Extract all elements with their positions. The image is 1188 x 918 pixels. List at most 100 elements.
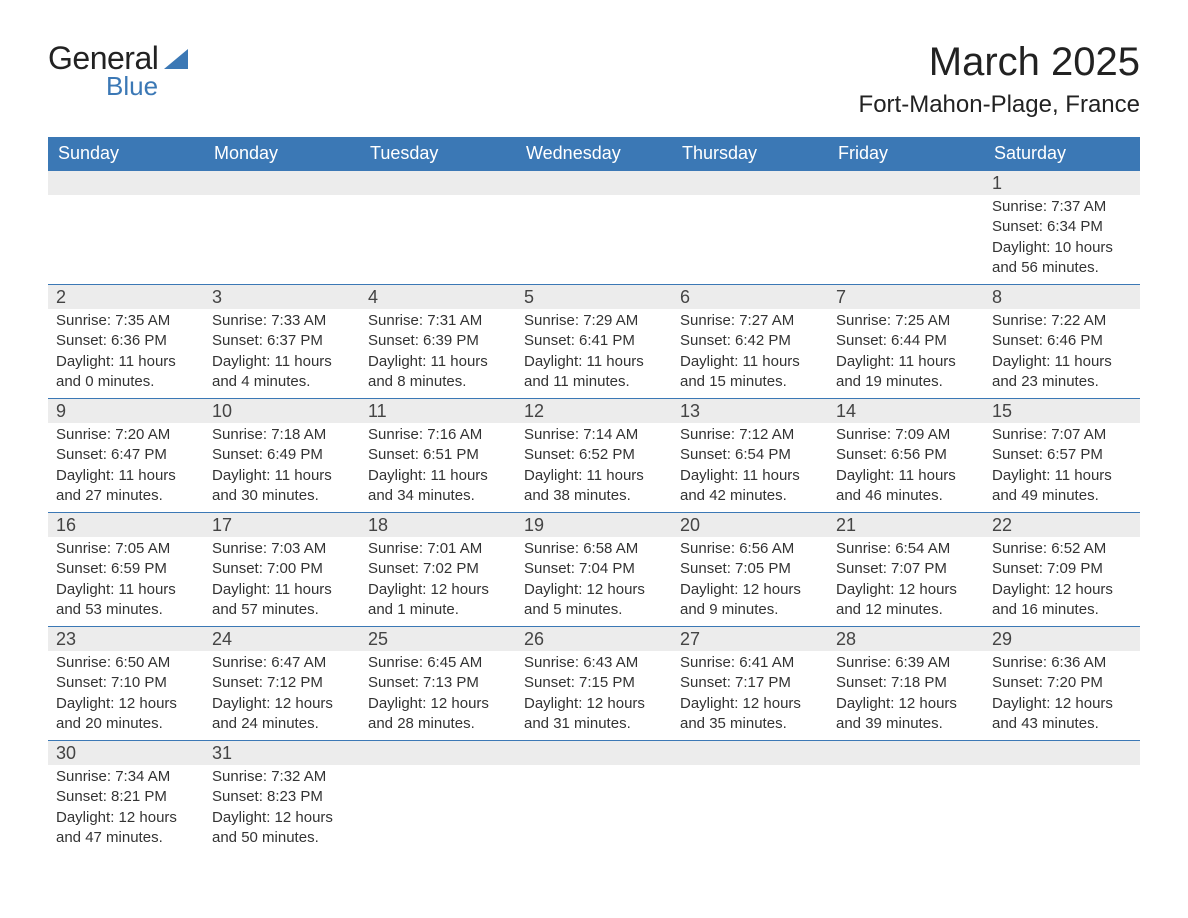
- sunrise-text: Sunrise: 7:31 AM: [368, 311, 508, 331]
- daylight-line1: Daylight: 11 hours: [992, 352, 1132, 372]
- calendar-day-cell: 5Sunrise: 7:29 AMSunset: 6:41 PMDaylight…: [516, 285, 672, 399]
- day-data: Sunrise: 7:05 AMSunset: 6:59 PMDaylight:…: [48, 537, 204, 626]
- weekday-header: Thursday: [672, 137, 828, 171]
- day-data: Sunrise: 7:27 AMSunset: 6:42 PMDaylight:…: [672, 309, 828, 398]
- calendar-day-cell: 21Sunrise: 6:54 AMSunset: 7:07 PMDayligh…: [828, 513, 984, 627]
- sunrise-text: Sunrise: 6:56 AM: [680, 539, 820, 559]
- sunset-text: Sunset: 7:17 PM: [680, 673, 820, 693]
- daylight-line2: and 53 minutes.: [56, 600, 196, 620]
- daylight-line2: and 50 minutes.: [212, 828, 352, 848]
- daylight-line2: and 38 minutes.: [524, 486, 664, 506]
- daylight-line2: and 1 minute.: [368, 600, 508, 620]
- day-data: Sunrise: 7:32 AMSunset: 8:23 PMDaylight:…: [204, 765, 360, 854]
- calendar-day-cell: 11Sunrise: 7:16 AMSunset: 6:51 PMDayligh…: [360, 399, 516, 513]
- daylight-line2: and 30 minutes.: [212, 486, 352, 506]
- day-number: 30: [48, 741, 204, 765]
- sunset-text: Sunset: 7:12 PM: [212, 673, 352, 693]
- calendar-day-cell: 27Sunrise: 6:41 AMSunset: 7:17 PMDayligh…: [672, 627, 828, 741]
- daylight-line2: and 15 minutes.: [680, 372, 820, 392]
- daylight-line1: Daylight: 11 hours: [56, 466, 196, 486]
- day-number: 21: [828, 513, 984, 537]
- calendar-day-cell: 13Sunrise: 7:12 AMSunset: 6:54 PMDayligh…: [672, 399, 828, 513]
- sunset-text: Sunset: 7:07 PM: [836, 559, 976, 579]
- day-data: [360, 195, 516, 255]
- calendar-week-row: 9Sunrise: 7:20 AMSunset: 6:47 PMDaylight…: [48, 399, 1140, 513]
- sunrise-text: Sunrise: 6:50 AM: [56, 653, 196, 673]
- daylight-line1: Daylight: 11 hours: [836, 466, 976, 486]
- calendar-week-row: 16Sunrise: 7:05 AMSunset: 6:59 PMDayligh…: [48, 513, 1140, 627]
- sunrise-text: Sunrise: 7:05 AM: [56, 539, 196, 559]
- brand-name-part2: Blue: [106, 71, 158, 102]
- sunset-text: Sunset: 7:15 PM: [524, 673, 664, 693]
- calendar-day-cell: 6Sunrise: 7:27 AMSunset: 6:42 PMDaylight…: [672, 285, 828, 399]
- sunset-text: Sunset: 6:34 PM: [992, 217, 1132, 237]
- day-data: [516, 195, 672, 255]
- sunset-text: Sunset: 6:59 PM: [56, 559, 196, 579]
- daylight-line2: and 4 minutes.: [212, 372, 352, 392]
- day-data: [48, 195, 204, 255]
- day-data: Sunrise: 6:52 AMSunset: 7:09 PMDaylight:…: [984, 537, 1140, 626]
- day-data: Sunrise: 7:09 AMSunset: 6:56 PMDaylight:…: [828, 423, 984, 512]
- sunset-text: Sunset: 8:21 PM: [56, 787, 196, 807]
- calendar-empty-cell: [984, 741, 1140, 855]
- calendar-day-cell: 2Sunrise: 7:35 AMSunset: 6:36 PMDaylight…: [48, 285, 204, 399]
- calendar-day-cell: 22Sunrise: 6:52 AMSunset: 7:09 PMDayligh…: [984, 513, 1140, 627]
- calendar-day-cell: 17Sunrise: 7:03 AMSunset: 7:00 PMDayligh…: [204, 513, 360, 627]
- day-number: 18: [360, 513, 516, 537]
- day-number: 5: [516, 285, 672, 309]
- daylight-line1: Daylight: 11 hours: [368, 466, 508, 486]
- day-number: [828, 171, 984, 195]
- calendar-empty-cell: [672, 171, 828, 285]
- calendar-empty-cell: [516, 741, 672, 855]
- day-number: [48, 171, 204, 195]
- day-number: 22: [984, 513, 1140, 537]
- day-number: [828, 741, 984, 765]
- sunset-text: Sunset: 6:56 PM: [836, 445, 976, 465]
- day-data: Sunrise: 6:41 AMSunset: 7:17 PMDaylight:…: [672, 651, 828, 740]
- daylight-line1: Daylight: 11 hours: [680, 466, 820, 486]
- day-data: Sunrise: 7:12 AMSunset: 6:54 PMDaylight:…: [672, 423, 828, 512]
- sunset-text: Sunset: 6:46 PM: [992, 331, 1132, 351]
- calendar-day-cell: 28Sunrise: 6:39 AMSunset: 7:18 PMDayligh…: [828, 627, 984, 741]
- sunrise-text: Sunrise: 7:22 AM: [992, 311, 1132, 331]
- daylight-line1: Daylight: 11 hours: [524, 466, 664, 486]
- daylight-line1: Daylight: 12 hours: [524, 694, 664, 714]
- sunrise-text: Sunrise: 7:34 AM: [56, 767, 196, 787]
- sunrise-text: Sunrise: 7:01 AM: [368, 539, 508, 559]
- calendar-empty-cell: [360, 741, 516, 855]
- day-number: 9: [48, 399, 204, 423]
- day-number: [204, 171, 360, 195]
- day-data: [360, 765, 516, 825]
- daylight-line2: and 0 minutes.: [56, 372, 196, 392]
- day-data: Sunrise: 6:50 AMSunset: 7:10 PMDaylight:…: [48, 651, 204, 740]
- day-data: Sunrise: 6:47 AMSunset: 7:12 PMDaylight:…: [204, 651, 360, 740]
- daylight-line1: Daylight: 11 hours: [212, 352, 352, 372]
- day-data: Sunrise: 7:33 AMSunset: 6:37 PMDaylight:…: [204, 309, 360, 398]
- calendar-day-cell: 16Sunrise: 7:05 AMSunset: 6:59 PMDayligh…: [48, 513, 204, 627]
- calendar-day-cell: 12Sunrise: 7:14 AMSunset: 6:52 PMDayligh…: [516, 399, 672, 513]
- brand-triangle-icon: [164, 49, 188, 69]
- day-data: Sunrise: 6:39 AMSunset: 7:18 PMDaylight:…: [828, 651, 984, 740]
- day-number: 25: [360, 627, 516, 651]
- calendar-week-row: 2Sunrise: 7:35 AMSunset: 6:36 PMDaylight…: [48, 285, 1140, 399]
- sunrise-text: Sunrise: 6:45 AM: [368, 653, 508, 673]
- daylight-line2: and 27 minutes.: [56, 486, 196, 506]
- day-data: Sunrise: 6:56 AMSunset: 7:05 PMDaylight:…: [672, 537, 828, 626]
- daylight-line2: and 28 minutes.: [368, 714, 508, 734]
- day-number: [516, 741, 672, 765]
- sunrise-text: Sunrise: 6:39 AM: [836, 653, 976, 673]
- day-number: 31: [204, 741, 360, 765]
- sunset-text: Sunset: 7:00 PM: [212, 559, 352, 579]
- daylight-line1: Daylight: 11 hours: [992, 466, 1132, 486]
- daylight-line1: Daylight: 12 hours: [56, 808, 196, 828]
- day-number: [360, 171, 516, 195]
- day-data: Sunrise: 7:01 AMSunset: 7:02 PMDaylight:…: [360, 537, 516, 626]
- sunset-text: Sunset: 6:42 PM: [680, 331, 820, 351]
- daylight-line2: and 46 minutes.: [836, 486, 976, 506]
- calendar-week-row: 30Sunrise: 7:34 AMSunset: 8:21 PMDayligh…: [48, 741, 1140, 855]
- day-data: Sunrise: 7:03 AMSunset: 7:00 PMDaylight:…: [204, 537, 360, 626]
- daylight-line1: Daylight: 11 hours: [56, 352, 196, 372]
- weekday-header: Wednesday: [516, 137, 672, 171]
- sunset-text: Sunset: 7:10 PM: [56, 673, 196, 693]
- daylight-line1: Daylight: 10 hours: [992, 238, 1132, 258]
